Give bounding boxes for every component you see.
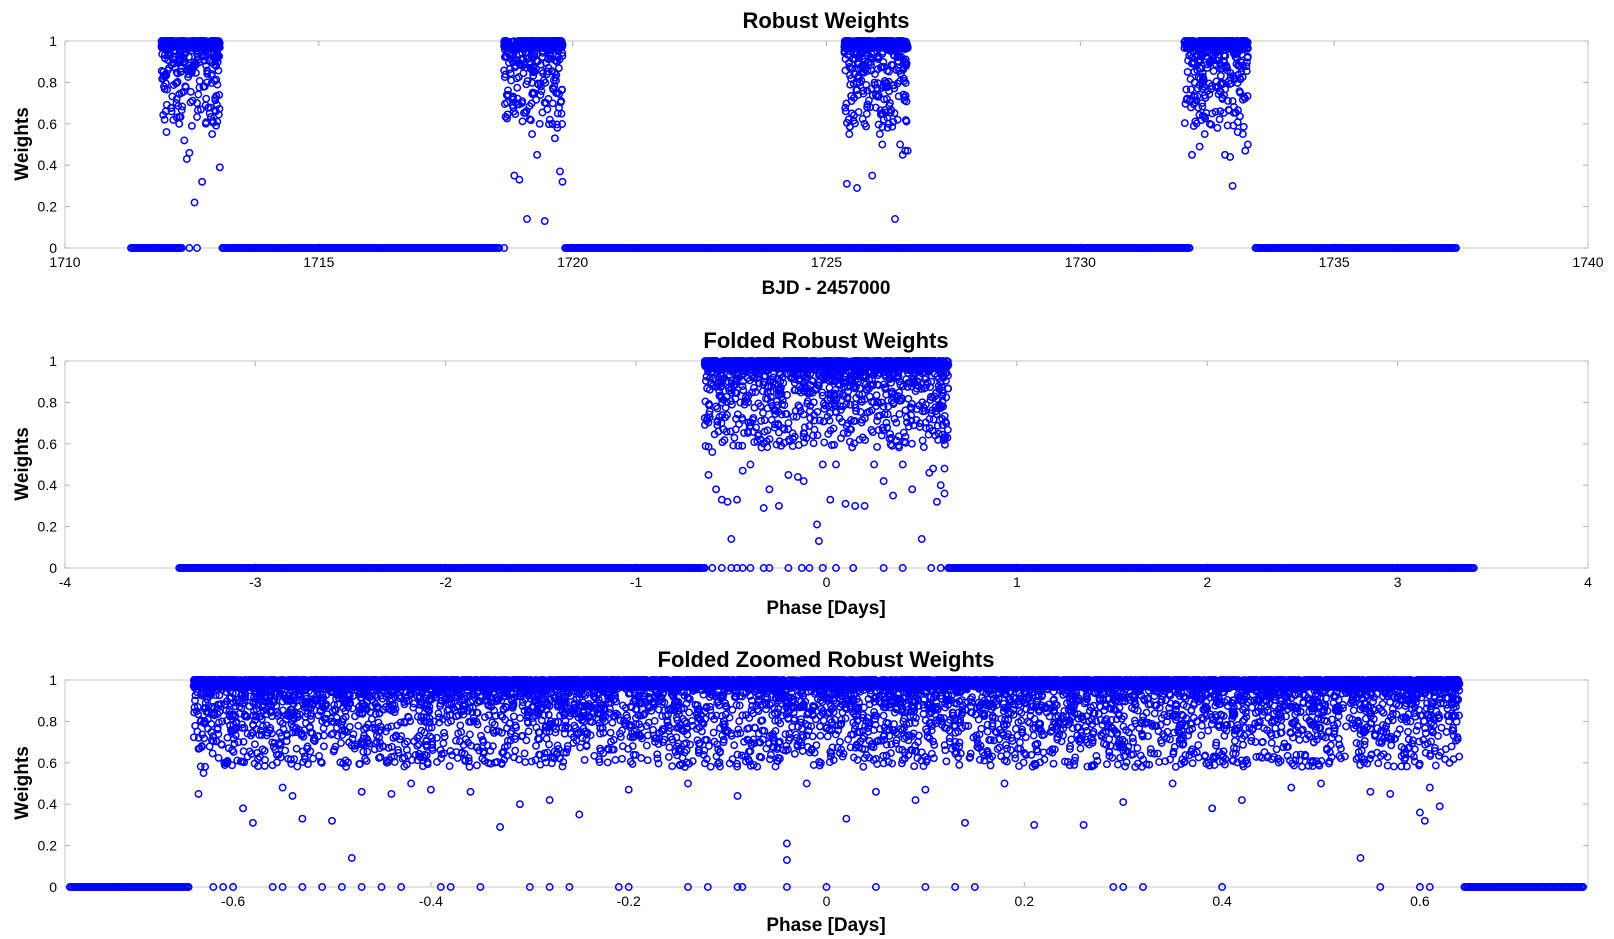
x-ticks: 1710 1715 1720 1725 1730 1735 1740	[49, 41, 1604, 270]
data-point	[1452, 244, 1460, 252]
data-point	[901, 244, 910, 252]
y-tick-label: 0.4	[38, 477, 58, 493]
data-point	[193, 244, 201, 252]
x-tick-label: -3	[249, 574, 262, 590]
y-ticks: 0 0.2 0.4 0.6 0.8 1	[38, 33, 1588, 256]
data-point	[847, 244, 856, 252]
data-point	[870, 244, 879, 252]
x-tick-label: 1720	[557, 254, 588, 270]
x-tick-label: 1725	[811, 254, 842, 270]
x-tick-label: 4	[1584, 574, 1592, 590]
y-tick-label: 0	[49, 240, 57, 256]
x-tick-label: 1	[1013, 574, 1021, 590]
x-tick-label: -1	[630, 574, 643, 590]
y-tick-label: 0.8	[38, 394, 58, 410]
y-tick-label: 0.6	[38, 116, 58, 132]
plot-area	[64, 40, 1589, 249]
x-tick-label: 3	[1394, 574, 1402, 590]
x-tick-label: -0.6	[221, 893, 245, 909]
panel-folded-zoomed-robust-weights: -0.6 -0.4 -0.2 0 0.2 0.4 0.6 00.20.40.60.81 Fo…	[12, 647, 1589, 936]
x-tick-label: -0.2	[617, 893, 641, 909]
data-point	[500, 244, 509, 252]
chart-title: Folded Robust Weights	[703, 328, 948, 353]
x-tick-label: -2	[440, 574, 453, 590]
y-tick-label: 1	[49, 33, 57, 49]
data-point	[880, 244, 889, 252]
x-tick-label: -0.4	[419, 893, 443, 909]
data-point	[177, 244, 186, 252]
x-axis-label: BJD - 2457000	[762, 278, 891, 299]
x-tick-label: -4	[59, 574, 72, 590]
data-point	[495, 244, 504, 252]
y-tick-label: 0.4	[38, 157, 58, 173]
x-tick-label: 0	[823, 574, 831, 590]
x-tick-label: 1710	[49, 254, 80, 270]
y-tick-label: 0	[49, 560, 57, 576]
x-axis-label: Phase [Days]	[766, 598, 885, 619]
chart-title: Robust Weights	[742, 8, 909, 33]
data-point	[185, 244, 194, 252]
y-tick-label: 1	[49, 353, 57, 369]
y-tick-label: 0.2	[38, 199, 58, 215]
y-tick-label: 0.2	[38, 519, 58, 535]
y-tick-label: 0.6	[38, 436, 58, 452]
panel-folded-robust-weights: -4 -3 -2 -1 0 1 2 3 4 0 0.2 0.4 0.6 0.8 1 Folded Robu…	[12, 328, 1592, 619]
data-points	[127, 37, 1460, 252]
y-axis-label: Weights	[12, 427, 33, 501]
x-tick-label: 1740	[1572, 254, 1603, 270]
x-tick-label: 1735	[1319, 254, 1350, 270]
x-tick-label: 2	[1203, 574, 1211, 590]
x-tick-label: 1715	[303, 254, 334, 270]
data-point	[1185, 244, 1194, 252]
x-tick-label: 1730	[1065, 254, 1096, 270]
y-tick-label: 0.8	[38, 74, 58, 90]
panel-robust-weights: 1710 1715 1720 1725 1730 1735 1740 00.20.40.60…	[12, 8, 1604, 299]
y-axis-label: Weights	[12, 107, 33, 181]
data-point	[888, 244, 897, 252]
